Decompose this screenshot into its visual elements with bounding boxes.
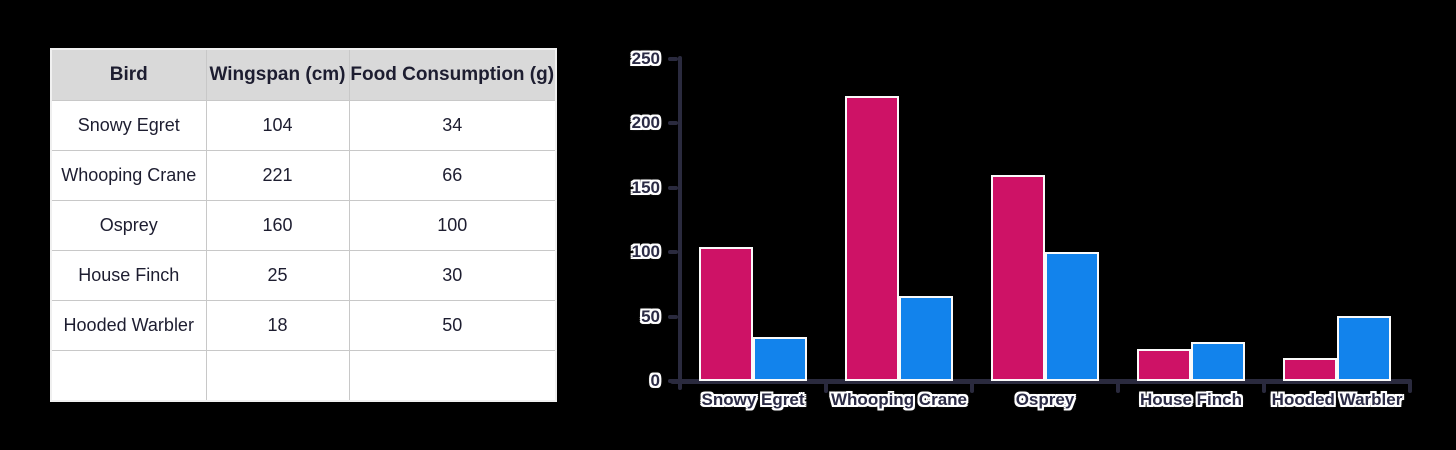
bar-wingspan-cm-whooping-crane <box>845 96 899 381</box>
table-cell-bird <box>50 350 207 402</box>
x-axis-tick-2 <box>970 379 974 393</box>
table-cell-food: 66 <box>348 150 557 201</box>
table-cell-wingspan: 18 <box>205 300 350 351</box>
table-cell-bird: House Finch <box>50 250 207 301</box>
y-axis-tick-150 <box>668 185 678 190</box>
table-cell-wingspan: 160 <box>205 200 350 251</box>
bar-wingspan-cm-osprey <box>991 175 1045 381</box>
y-axis-tick-200 <box>668 121 678 125</box>
table-cell-food: 34 <box>348 100 557 151</box>
bar-food-consumption-g-house-finch <box>1191 342 1245 381</box>
y-axis-label-0: 0 <box>650 371 660 390</box>
bar-food-consumption-g-whooping-crane <box>899 296 953 381</box>
bar-wingspan-cm-snowy-egret <box>699 247 753 381</box>
y-axis-tick-0 <box>668 379 678 383</box>
table-cell-food: 30 <box>348 250 557 301</box>
table-cell-bird: Hooded Warbler <box>50 300 207 351</box>
bar-wingspan-cm-hooded-warbler <box>1283 358 1337 381</box>
table-cell-wingspan: 25 <box>205 250 350 301</box>
table-row: Snowy Egret 104 34 <box>50 100 557 151</box>
table-row: House Finch 25 30 <box>50 250 557 301</box>
bar-food-consumption-g-osprey <box>1045 252 1099 381</box>
column-header-bird: Bird <box>50 48 207 101</box>
bar-food-consumption-g-snowy-egret <box>753 337 807 381</box>
table-cell-bird: Snowy Egret <box>50 100 207 151</box>
x-axis <box>670 379 1412 384</box>
table-row: Hooded Warbler 18 50 <box>50 300 557 351</box>
y-axis-label-150: 150 <box>631 177 660 197</box>
table-row-empty <box>50 350 557 402</box>
y-axis-tick-250 <box>668 56 678 61</box>
x-axis-tick-5 <box>1408 379 1412 393</box>
x-axis-label-osprey: Osprey <box>1015 390 1075 409</box>
table-cell-food: 50 <box>348 300 557 351</box>
table-row: Osprey 160 100 <box>50 200 557 251</box>
x-axis-label-whooping-crane: Whooping Crane <box>831 390 967 409</box>
y-axis-label-200: 200 <box>631 113 660 132</box>
data-table: Bird Wingspan (cm) Food Consumption (g) … <box>50 48 557 402</box>
table-cell-wingspan: 221 <box>205 150 350 201</box>
table-cell-wingspan: 104 <box>205 100 350 151</box>
x-axis-tick-4 <box>1262 379 1266 393</box>
y-axis-label-50: 50 <box>641 306 660 326</box>
x-axis-tick-3 <box>1116 379 1120 393</box>
y-axis-label-100: 100 <box>631 242 660 261</box>
table-cell-wingspan <box>205 350 350 402</box>
table-header-row: Bird Wingspan (cm) Food Consumption (g) <box>50 48 557 101</box>
x-axis-label-hooded-warbler: Hooded Warbler <box>1271 390 1403 409</box>
table-cell-food <box>348 350 557 402</box>
column-header-wingspan: Wingspan (cm) <box>205 48 350 101</box>
y-axis-label-250: 250 <box>631 48 660 68</box>
y-axis-tick-100 <box>668 250 678 254</box>
table-row: Whooping Crane 221 66 <box>50 150 557 201</box>
table-cell-bird: Osprey <box>50 200 207 251</box>
table-cell-bird: Whooping Crane <box>50 150 207 201</box>
y-axis-tick-50 <box>668 314 678 319</box>
bar-food-consumption-g-hooded-warbler <box>1337 316 1391 381</box>
x-axis-label-snowy-egret: Snowy Egret <box>701 390 805 409</box>
x-axis-label-house-finch: House Finch <box>1139 390 1242 409</box>
y-axis <box>678 56 682 390</box>
bar-wingspan-cm-house-finch <box>1137 349 1191 381</box>
x-axis-tick-1 <box>824 379 828 393</box>
column-header-food-consumption: Food Consumption (g) <box>348 48 557 101</box>
table-cell-food: 100 <box>348 200 557 251</box>
